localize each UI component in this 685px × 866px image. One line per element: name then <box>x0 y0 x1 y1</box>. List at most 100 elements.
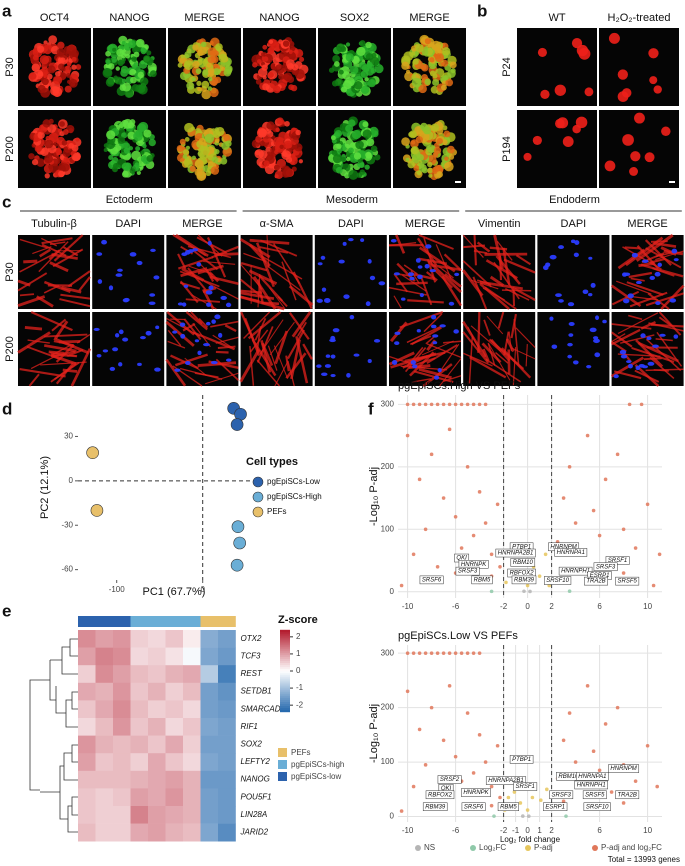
cell <box>62 129 69 135</box>
gene-label-box <box>554 548 588 557</box>
nucleus <box>118 362 123 367</box>
cell <box>207 56 215 64</box>
cell <box>274 64 285 74</box>
cell <box>131 84 140 92</box>
heat-cell <box>95 647 114 666</box>
gene-label-box <box>576 772 609 781</box>
panel-label: b <box>477 1 487 20</box>
micrograph <box>318 110 391 188</box>
point <box>471 533 476 538</box>
cell <box>177 62 183 68</box>
x-tick-label: 1 <box>537 826 542 835</box>
heat-cell <box>113 718 131 736</box>
nucleus <box>220 295 227 300</box>
cell <box>133 131 143 141</box>
fiber <box>490 338 511 362</box>
point <box>615 452 620 457</box>
cell <box>131 56 137 62</box>
cell <box>146 155 154 162</box>
gene-label-box <box>605 556 630 565</box>
heat-cell <box>95 788 114 807</box>
cell <box>345 53 355 62</box>
cell <box>103 147 108 152</box>
point <box>495 502 500 507</box>
fiber <box>53 362 80 381</box>
cell <box>37 84 46 94</box>
heat-cell <box>183 823 201 842</box>
point <box>453 754 458 759</box>
colorbar-step <box>280 656 290 659</box>
fiber <box>51 253 78 260</box>
cell <box>207 86 213 91</box>
cell <box>58 63 65 70</box>
fiber <box>178 256 213 270</box>
nucleus <box>154 367 161 372</box>
x-tick-label: 2 <box>549 826 554 835</box>
cell <box>142 143 147 149</box>
panel-label: d <box>2 399 12 418</box>
nucleus <box>620 354 628 359</box>
micrograph <box>93 28 166 106</box>
cell <box>401 137 410 146</box>
nucleus <box>114 333 120 338</box>
cell <box>213 68 221 76</box>
row-label: P30 <box>4 57 16 77</box>
point <box>447 684 452 688</box>
heat-cell <box>218 630 236 648</box>
fiber <box>19 238 48 249</box>
fiber <box>610 284 642 308</box>
heat-cell <box>113 665 131 684</box>
gene-label: QKI <box>456 556 467 562</box>
fiber <box>617 312 659 335</box>
fiber <box>481 348 490 362</box>
colorbar-step <box>280 685 290 688</box>
cell <box>128 146 134 151</box>
column-header: MERGE <box>184 12 224 24</box>
cell <box>440 84 447 91</box>
micrograph <box>18 28 91 106</box>
fiber <box>645 292 684 307</box>
nucleus <box>640 333 646 338</box>
micrograph <box>599 28 679 106</box>
cell <box>294 143 303 152</box>
fiber <box>500 347 532 379</box>
gene-label: ESRP1 <box>545 804 565 810</box>
cell <box>424 38 431 45</box>
cell <box>189 165 196 172</box>
cell <box>121 57 127 62</box>
point <box>477 733 482 737</box>
cell <box>266 121 275 130</box>
y-tick-label: 200 <box>381 462 395 471</box>
cell <box>122 82 132 92</box>
point <box>399 809 404 813</box>
nucleus <box>394 341 400 346</box>
fiber <box>243 311 271 340</box>
fiber <box>38 241 69 273</box>
colorbar-step <box>280 640 290 643</box>
cell <box>344 139 355 149</box>
micrograph <box>610 311 684 387</box>
gene-label-box <box>461 802 486 812</box>
fiber <box>463 244 485 249</box>
row-label: P24 <box>501 57 513 77</box>
nucleus <box>592 336 599 340</box>
heat-cell <box>183 753 201 772</box>
point <box>483 521 488 525</box>
heat-cell <box>78 806 96 824</box>
colorbar-step <box>280 658 290 661</box>
fiber <box>503 258 536 274</box>
nucleus <box>537 47 547 57</box>
heat-cell <box>165 718 184 736</box>
cell <box>122 118 133 129</box>
fiber <box>486 315 504 335</box>
cell <box>138 60 148 69</box>
colorbar-step <box>280 660 290 663</box>
nucleus <box>97 279 103 284</box>
heat-cell <box>183 788 201 807</box>
colorbar-step <box>280 674 290 678</box>
fiber <box>611 290 640 306</box>
y-tick-label: 30 <box>64 432 73 441</box>
fiber <box>17 279 31 287</box>
nucleus <box>574 240 580 245</box>
nucleus <box>410 360 416 365</box>
